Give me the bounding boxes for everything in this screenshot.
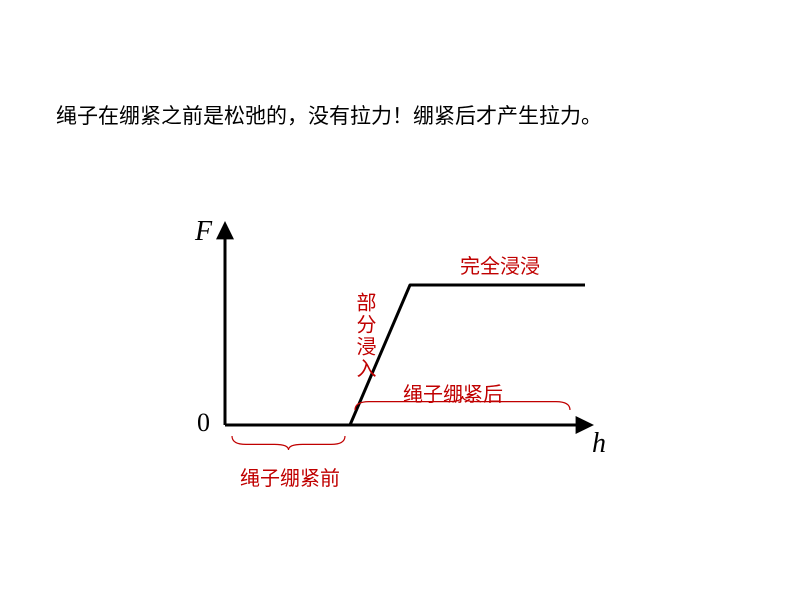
annotation-full-immersion: 完全浸浸 [460,250,540,279]
annotation-rope-tight: 绳子绷紧后 [403,378,503,407]
chart-area: F h 0 完全浸浸 部分浸入 绳子绷紧后 绳子绷紧前 [190,210,630,490]
origin-label: 0 [197,408,210,438]
annotation-rope-loose: 绳子绷紧前 [240,462,340,491]
x-axis-label: h [592,428,606,460]
title-text: 绳子在绷紧之前是松弛的，没有拉力！绷紧后才产生拉力。 [56,100,602,130]
annotation-partial: 部分浸入 [350,292,379,380]
chart-svg [190,210,630,490]
y-axis-label: F [195,216,212,248]
